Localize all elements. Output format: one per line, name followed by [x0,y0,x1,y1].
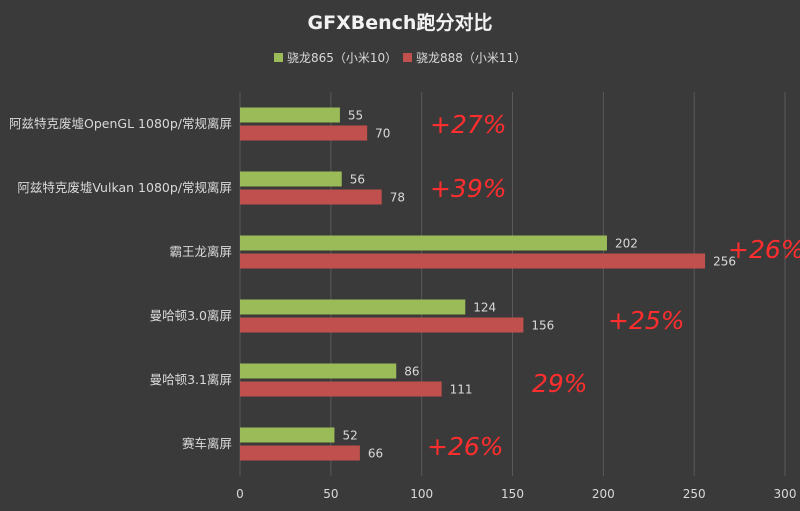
value-label-series1-cat5: 66 [368,447,383,461]
value-label-series1-cat3: 156 [531,319,554,333]
percent-annotation-4: 29% [532,369,588,398]
percent-annotation-1: +39% [430,174,507,203]
x-tick-label-300: 300 [774,487,797,501]
value-label-series0-cat0: 55 [348,109,363,123]
category-label-2: 霸王龙离屏 [169,244,232,259]
value-label-series1-cat1: 78 [390,191,405,205]
category-label-5: 赛车离屏 [182,436,232,451]
value-label-series0-cat4: 86 [404,365,419,379]
bar-series0-cat4 [240,363,397,379]
percent-annotation-5: +26% [427,432,504,461]
x-tick-label-200: 200 [592,487,615,501]
bar-series0-cat1 [240,171,342,187]
bar-series1-cat4 [240,381,442,397]
bar-series0-cat3 [240,299,466,315]
bar-series1-cat5 [240,445,360,461]
bar-series0-cat2 [240,235,607,251]
gridlines [239,92,786,476]
value-label-series0-cat5: 52 [342,429,357,443]
bar-series1-cat0 [240,125,368,141]
bar-series1-cat1 [240,189,382,205]
value-label-series1-cat4: 111 [450,383,473,397]
bars [240,107,706,461]
legend: 骁龙865（小米10） 骁龙888（小米11） [274,51,526,65]
legend-entry-snapdragon888: 骁龙888（小米11） [416,51,526,65]
percent-annotation-0: +27% [430,110,507,139]
percent-annotation-3: +25% [608,306,685,335]
category-label-4: 曼哈顿3.1离屏 [150,372,232,387]
chart-title: GFXBench跑分对比 [308,11,493,34]
value-label-series1-cat2: 256 [713,255,736,269]
x-axis-tick-labels: 0 50 100 150 200 250 300 [236,487,796,501]
bar-series0-cat0 [240,107,340,123]
legend-swatch-snapdragon888 [403,53,412,62]
value-label-series1-cat0: 70 [375,127,390,141]
value-labels: 55 70 56 78 202 256 124 156 86 111 52 66 [342,109,736,461]
bar-series0-cat5 [240,427,335,443]
value-label-series0-cat1: 56 [350,173,365,187]
x-tick-label-100: 100 [410,487,433,501]
x-tick-label-250: 250 [683,487,706,501]
bar-series1-cat2 [240,253,706,269]
bar-series1-cat3 [240,317,524,333]
legend-swatch-snapdragon865 [274,53,283,62]
legend-entry-snapdragon865: 骁龙865（小米10） [287,51,397,65]
percent-annotation-2: +26% [728,235,800,264]
x-tick-label-0: 0 [236,487,244,501]
category-label-1: 阿兹特克废墟Vulkan 1080p/常规离屏 [17,180,232,195]
x-tick-label-50: 50 [323,487,338,501]
category-label-0: 阿兹特克废墟OpenGL 1080p/常规离屏 [9,116,232,131]
value-label-series0-cat2: 202 [615,237,638,251]
percent-annotations: +27% +39% +26% +25% 29% +26% [427,110,800,461]
category-label-3: 曼哈顿3.0离屏 [150,308,232,323]
value-label-series0-cat3: 124 [473,301,496,315]
x-tick-label-150: 150 [501,487,524,501]
